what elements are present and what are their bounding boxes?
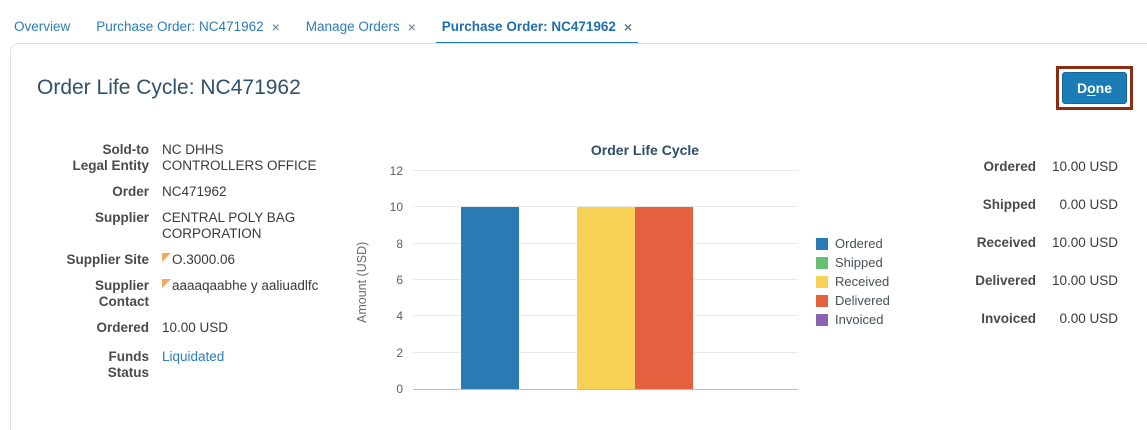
summary-label: Invoiced (981, 311, 1036, 326)
summary-label: Delivered (975, 273, 1036, 288)
detail-row: Sold-to Legal Entity NC DHHS CONTROLLERS … (37, 142, 355, 174)
legend-item-invoiced[interactable]: Invoiced (816, 311, 890, 327)
summary-label: Shipped (982, 197, 1036, 212)
detail-label: Funds Status (107, 349, 149, 380)
order-life-cycle-chart: Order Life Cycle Amount (USD) 0 2 4 6 8 10 12 … (355, 142, 967, 395)
done-button[interactable]: Done (1061, 72, 1127, 104)
close-icon[interactable]: × (271, 18, 280, 35)
chart-legend: Ordered Shipped Received Delivered Invoiced (816, 235, 890, 327)
tab-purchase-order-nc471962[interactable]: Purchase Order: NC471962 × (435, 18, 639, 46)
tab-label: Purchase Order: NC471962 (96, 19, 264, 34)
y-axis-title: Amount (USD) (355, 240, 369, 323)
detail-row: Order NC471962 (37, 184, 355, 200)
changed-flag-icon (162, 253, 171, 262)
detail-label: Supplier Contact (94, 278, 149, 309)
tab-label: Purchase Order: NC471962 (441, 19, 616, 34)
detail-row: Funds Status Liquidated (37, 349, 355, 381)
summary-value: 10.00 USD (1051, 273, 1118, 288)
summary-label: Received (976, 235, 1036, 250)
detail-row: Ordered 10.00 USD (37, 320, 355, 336)
legend-swatch-icon (816, 256, 828, 269)
detail-label: Sold-to Legal Entity (72, 142, 149, 173)
detail-value: CENTRAL POLY BAG CORPORATION (162, 210, 296, 241)
y-tick-label: 4 (396, 309, 403, 324)
bar-delivered[interactable] (634, 206, 693, 389)
done-label: Done (1076, 80, 1112, 96)
legend-label: Invoiced (835, 311, 884, 327)
legend-swatch-icon (816, 294, 828, 307)
legend-swatch-icon (816, 237, 828, 250)
legend-label: Shipped (835, 254, 883, 270)
close-icon[interactable]: × (407, 18, 416, 35)
close-icon[interactable]: × (623, 18, 633, 35)
tab-label: Manage Orders (305, 19, 400, 34)
summary-label: Ordered (983, 159, 1036, 174)
page-header: Order Life Cycle: NC471962 Done (11, 44, 1147, 110)
y-tick-label: 2 (396, 345, 403, 360)
detail-value: 10.00 USD (162, 320, 229, 335)
legend-item-delivered[interactable]: Delivered (816, 292, 890, 308)
tab-manage-orders[interactable]: Manage Orders × (306, 19, 416, 36)
legend-label: Received (835, 273, 890, 289)
detail-label: Supplier (94, 210, 149, 225)
tab-bar: Overview Purchase Order: NC471962 × Manage … (0, 0, 1147, 46)
detail-label: Ordered (96, 320, 149, 335)
y-tick-label: 8 (396, 236, 403, 251)
order-details-panel: Sold-to Legal Entity NC DHHS CONTROLLERS … (37, 142, 355, 392)
page-title: Order Life Cycle: NC471962 (37, 76, 301, 99)
y-tick-label: 10 (389, 200, 403, 215)
detail-value: aaaaqaabhe y aaliuadlfc (162, 278, 318, 310)
summary-row: Shipped 0.00 USD (967, 197, 1118, 212)
summary-row: Invoiced 0.00 USD (967, 311, 1118, 326)
detail-row: Supplier Contact aaaaqaabhe y aaliuadlfc (37, 278, 355, 310)
summary-value: 0.00 USD (1059, 197, 1118, 212)
detail-value: NC DHHS CONTROLLERS OFFICE (162, 142, 317, 173)
bar-ordered[interactable] (460, 206, 519, 389)
legend-swatch-icon (816, 275, 828, 288)
content-card: Order Life Cycle: NC471962 Done Sold-to … (10, 43, 1147, 430)
tab-overview[interactable]: Overview (14, 19, 70, 36)
legend-swatch-icon (816, 313, 828, 326)
legend-label: Ordered (835, 235, 883, 251)
changed-flag-icon (162, 279, 171, 288)
main-content: Sold-to Legal Entity NC DHHS CONTROLLERS … (11, 110, 1147, 395)
summary-row: Delivered 10.00 USD (967, 273, 1118, 288)
detail-row: Supplier CENTRAL POLY BAG CORPORATION (37, 210, 355, 242)
detail-value: NC471962 (162, 184, 227, 199)
summary-value: 10.00 USD (1051, 159, 1118, 174)
summary-row: Ordered 10.00 USD (967, 159, 1118, 174)
chart-title: Order Life Cycle (590, 142, 700, 158)
bar-received[interactable] (576, 206, 635, 389)
detail-value: O.3000.06 (162, 252, 235, 268)
legend-label: Delivered (835, 292, 890, 308)
y-tick-label: 0 (396, 382, 403, 396)
tab-purchase-order-nc471962[interactable]: Purchase Order: NC471962 × (96, 19, 280, 36)
summary-value: 10.00 USD (1051, 235, 1118, 250)
detail-row: Supplier Site O.3000.06 (37, 252, 355, 268)
plot-area: 0 2 4 6 8 10 12 (390, 165, 798, 395)
summary-value: 0.00 USD (1059, 311, 1118, 326)
y-tick-label: 12 (389, 164, 403, 178)
amount-summary-panel: Ordered 10.00 USD Shipped 0.00 USD Received 1… (967, 142, 1147, 392)
legend-item-ordered[interactable]: Ordered (816, 235, 890, 251)
legend-item-shipped[interactable]: Shipped (816, 254, 890, 270)
done-annotation-box: Done (1055, 66, 1133, 110)
tab-label: Overview (14, 19, 71, 34)
y-tick-label: 6 (396, 273, 403, 287)
detail-label: Supplier Site (66, 252, 149, 267)
funds-status-link[interactable]: Liquidated (162, 349, 225, 364)
legend-item-received[interactable]: Received (816, 273, 890, 289)
chart-body: Amount (USD) 0 2 4 6 8 10 12 Ordered Shipped Rec… (355, 165, 967, 395)
detail-label: Order (112, 184, 149, 199)
gridline (413, 170, 798, 171)
summary-row: Received 10.00 USD (967, 235, 1118, 250)
